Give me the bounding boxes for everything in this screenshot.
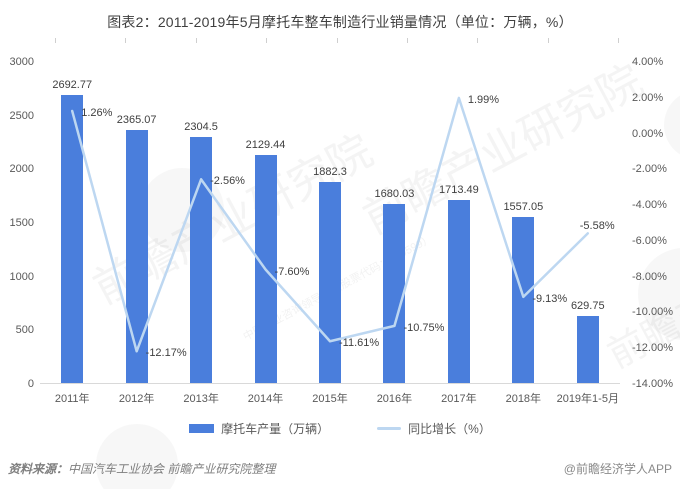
right-axis-tick-label: -10.00% [632,306,673,319]
line-value-label: -2.56% [210,175,245,188]
x-axis-label: 2011年 [54,393,90,405]
bar-value-label: 2365.07 [116,114,157,127]
x-axis-label: 2015年 [312,393,348,405]
line-value-label: 1.26% [81,107,113,119]
source-text: 中国汽车工业协会 前瞻产业研究院整理 [68,462,276,476]
x-axis-label: 2014年 [247,393,284,405]
x-axis-line [40,383,620,384]
bar-2016年 [383,203,406,383]
right-axis-tick-label: 2.00% [632,91,664,104]
bar-2018年 [512,216,535,383]
bar-2015年 [319,181,341,383]
x-axis-label: 2016年 [376,393,413,405]
legend-label-growth: 同比增长（%） [408,422,491,436]
line-value-label: -5.58% [579,220,615,233]
x-axis-label: 2019年1-5月 [556,393,619,405]
legend-item-growth: 同比增长（%） [377,420,491,437]
source-note: 资料来源：中国汽车工业协会 前瞻产业研究院整理 [8,460,275,477]
x-axis-label: 2017年 [441,393,477,405]
legend-label-production: 摩托车产量（万辆） [221,422,330,436]
bar-2019年1-5月 [576,316,599,383]
bar-value-label: 1713.49 [438,184,479,197]
top-axis-tick [195,38,197,43]
left-axis-tick-label: 1500 [9,217,34,229]
source-prefix: 资料来源： [8,462,69,476]
left-axis-tick-label: 0 [27,378,34,390]
x-axis-label: 2018年 [505,393,542,405]
right-axis-tick-label: 0.00% [632,127,664,140]
top-axis-tick [336,38,338,43]
top-axis-tick [125,38,127,43]
top-axis-tick [618,38,620,43]
left-axis-tick-label: 500 [15,324,34,337]
bar-value-label: 629.75 [570,300,605,313]
right-axis-tick-label: -14.00% [632,378,673,390]
bar-2012年 [125,130,148,383]
legend-item-production: 摩托车产量（万辆） [189,420,329,437]
line-value-label: -9.13% [532,292,568,305]
bar-2013年 [190,136,213,383]
bar-2017年 [447,200,470,383]
top-axis-tick [477,38,479,43]
bar-value-label: 2692.77 [52,78,93,91]
bar-value-label: 1557.05 [503,200,544,213]
right-axis-tick-label: -12.00% [632,342,673,355]
bar-series-swatch-icon [189,424,215,433]
chart-title: 图表2：2011-2019年5月摩托车整车制造行业销量情况（单位：万辆，%） [107,14,573,30]
left-axis-tick-label: 2500 [9,109,34,122]
line-value-label: -12.17% [145,347,187,360]
x-axis-label: 2013年 [183,393,219,405]
left-axis-tick-label: 1000 [9,270,34,283]
top-axis-tick [266,38,268,43]
line-value-label: 1.99% [467,93,500,106]
top-axis-tick [547,38,549,43]
top-axis-tick [55,38,56,43]
bar-value-label: 1680.03 [374,187,415,200]
legend: 摩托车产量（万辆） 同比增长（%） [0,420,680,437]
top-axis-tick [407,38,408,43]
left-axis-tick-label: 3000 [9,56,34,68]
left-axis-tick-label: 2000 [9,163,34,176]
line-series-swatch-icon [377,427,402,430]
x-axis-label: 2012年 [118,393,155,405]
footer: 资料来源：中国汽车工业协会 前瞻产业研究院整理 @前瞻经济学人APP [0,456,680,480]
bar-2011年 [61,94,84,383]
bar-value-label: 2304.5 [184,120,218,133]
right-axis-tick-label: -8.00% [632,270,667,283]
right-axis-tick-label: 4.00% [632,56,664,68]
right-axis-tick-label: -4.00% [632,199,667,212]
line-value-label: -10.75% [403,321,445,334]
right-axis-tick-label: -6.00% [632,234,667,247]
line-value-label: -7.60% [274,265,310,278]
right-axis-tick-label: -2.00% [632,163,667,176]
credit-note: @前瞻经济学人APP [563,462,672,476]
line-value-label: -11.61% [339,337,380,350]
bar-value-label: 2129.44 [245,139,286,152]
bar-value-label: 1882.3 [313,165,347,178]
